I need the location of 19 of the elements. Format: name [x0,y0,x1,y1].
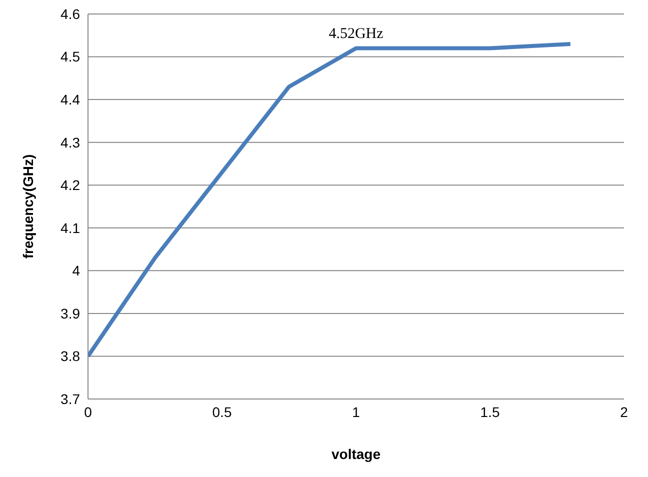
x-tick-label: 1.5 [480,404,500,420]
x-tick-label: 2 [620,404,628,420]
y-tick-label: 4.3 [60,134,80,150]
y-tick-label: 4 [72,262,80,279]
y-tick-label: 4.1 [60,220,80,236]
line-series [88,42,572,358]
y-tick-label: 4.4 [60,92,80,108]
x-axis-title: voltage [331,446,381,462]
y-tick-label: 3.9 [60,305,80,322]
x-tick-label: 1 [352,404,360,420]
annotation: 4.52GHz [328,26,384,42]
x-tick-label: 0 [84,404,92,420]
y-tick-label: 4.2 [60,177,80,194]
y-tick-label: 3.8 [60,348,80,364]
y-tick-label: 4.6 [60,6,80,22]
y-tick-label: 4.5 [60,48,80,65]
x-tick-label: 0.5 [212,404,232,420]
y-axis-title: frequency(GHz) [20,154,36,259]
y-tick-label: 3.7 [60,390,80,407]
